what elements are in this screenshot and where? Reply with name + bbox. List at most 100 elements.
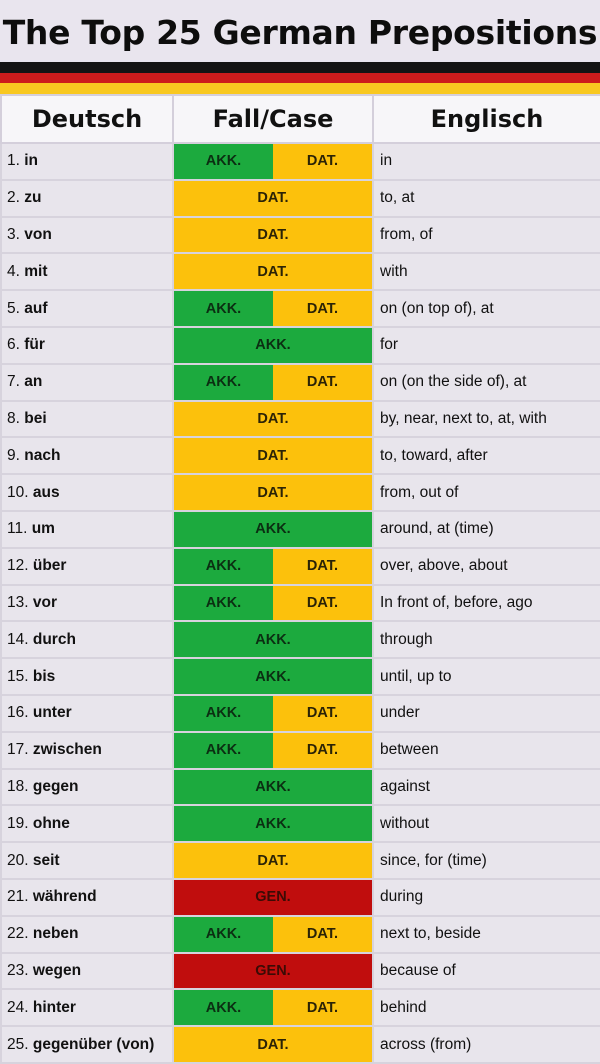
english-translation: from, out of bbox=[372, 473, 600, 512]
german-preposition-cell: 10. aus bbox=[0, 473, 174, 512]
english-translation: over, above, about bbox=[372, 546, 600, 586]
english-translation: behind bbox=[372, 988, 600, 1028]
english-translation: In front of, before, ago bbox=[372, 583, 600, 623]
flag-stripe-red bbox=[0, 72, 600, 84]
table-row: 24. hinter AKK. DAT. behind bbox=[0, 988, 600, 1028]
english-translation: across (from) bbox=[372, 1025, 600, 1064]
german-word: bis bbox=[32, 667, 56, 685]
case-cell: AKK. DAT. bbox=[172, 289, 374, 328]
english-translation: because of bbox=[372, 951, 600, 991]
german-preposition-cell: 20. seit bbox=[0, 841, 174, 880]
page-title: The Top 25 German Prepositions bbox=[2, 13, 598, 52]
german-preposition-cell: 7. an bbox=[0, 362, 174, 402]
case-badge-dat: DAT. bbox=[273, 695, 372, 731]
case-cell: GEN. bbox=[172, 877, 374, 917]
german-preposition-cell: 6. für bbox=[0, 325, 174, 365]
case-cell: DAT. bbox=[172, 178, 374, 218]
case-badge-akk: AKK. bbox=[174, 511, 372, 547]
german-preposition-cell: 8. bei bbox=[0, 399, 174, 439]
case-badge-dat: DAT. bbox=[273, 916, 372, 952]
german-word: um bbox=[31, 520, 55, 538]
german-word: an bbox=[24, 373, 43, 391]
row-number: 14. bbox=[7, 630, 29, 648]
table-row: 23. wegen GEN. because of bbox=[0, 951, 600, 991]
german-word: gegen bbox=[32, 777, 79, 795]
german-word: neben bbox=[32, 925, 79, 943]
row-number: 12. bbox=[7, 557, 29, 575]
table-row: 14. durch AKK. through bbox=[0, 620, 600, 660]
german-word: von bbox=[24, 225, 52, 243]
german-word: durch bbox=[32, 630, 76, 648]
case-badge-akk: AKK. bbox=[174, 585, 273, 621]
flag-stripe-black bbox=[0, 62, 600, 73]
row-number: 10. bbox=[7, 483, 29, 501]
table-row: 10. aus DAT. from, out of bbox=[0, 473, 600, 512]
case-badge-dat: DAT. bbox=[273, 732, 372, 768]
german-word: auf bbox=[24, 299, 48, 317]
case-badge-dat: DAT. bbox=[174, 180, 372, 216]
table-row: 13. vor AKK. DAT. In front of, before, ago bbox=[0, 583, 600, 623]
german-word: vor bbox=[32, 593, 57, 611]
case-badge-akk: AKK. bbox=[174, 695, 273, 731]
german-preposition-cell: 23. wegen bbox=[0, 951, 174, 991]
german-word: ohne bbox=[32, 814, 70, 832]
german-preposition-cell: 12. über bbox=[0, 546, 174, 586]
case-badge-akk: AKK. bbox=[174, 144, 273, 179]
table-row: 15. bis AKK. until, up to bbox=[0, 657, 600, 696]
german-preposition-cell: 2. zu bbox=[0, 178, 174, 218]
case-badge-dat: DAT. bbox=[273, 990, 372, 1026]
german-word: aus bbox=[32, 483, 60, 501]
english-translation: around, at (time) bbox=[372, 509, 600, 549]
german-word: zwischen bbox=[32, 741, 102, 759]
table-row: 17. zwischen AKK. DAT. between bbox=[0, 730, 600, 770]
row-number: 8. bbox=[7, 409, 20, 427]
german-word: zu bbox=[24, 189, 42, 207]
case-cell: AKK. DAT. bbox=[172, 914, 374, 954]
row-number: 6. bbox=[7, 336, 20, 354]
german-preposition-cell: 5. auf bbox=[0, 289, 174, 328]
table-row: 8. bei DAT. by, near, next to, at, with bbox=[0, 399, 600, 439]
case-cell: DAT. bbox=[172, 841, 374, 880]
german-preposition-cell: 4. mit bbox=[0, 252, 174, 292]
prepositions-table: Deutsch Fall/Case Englisch 1. in AKK. DAT.… bbox=[0, 94, 600, 1064]
case-cell: AKK. DAT. bbox=[172, 988, 374, 1028]
case-badge-akk: AKK. bbox=[174, 990, 273, 1026]
table-row: 7. an AKK. DAT. on (on the side of), at bbox=[0, 362, 600, 402]
case-badge-dat: DAT. bbox=[174, 843, 372, 878]
case-cell: DAT. bbox=[172, 436, 374, 476]
german-word: mit bbox=[24, 262, 48, 280]
case-badge-akk: AKK. bbox=[174, 732, 273, 768]
case-badge-akk: AKK. bbox=[174, 806, 372, 842]
case-cell: DAT. bbox=[172, 1025, 374, 1064]
case-cell: AKK. bbox=[172, 509, 374, 549]
row-number: 13. bbox=[7, 593, 29, 611]
header-deutsch: Deutsch bbox=[0, 94, 174, 144]
header-fall-case: Fall/Case bbox=[172, 94, 374, 144]
german-word: gegenüber (von) bbox=[32, 1035, 155, 1053]
german-preposition-cell: 18. gegen bbox=[0, 767, 174, 807]
case-badge-akk: AKK. bbox=[174, 769, 372, 805]
table-row: 5. auf AKK. DAT. on (on top of), at bbox=[0, 289, 600, 328]
case-cell: AKK. bbox=[172, 325, 374, 365]
table-row: 12. über AKK. DAT. over, above, about bbox=[0, 546, 600, 586]
table-header-row: Deutsch Fall/Case Englisch bbox=[0, 94, 600, 144]
german-word: bei bbox=[24, 409, 47, 427]
german-preposition-cell: 1. in bbox=[0, 142, 174, 181]
row-number: 17. bbox=[7, 741, 29, 759]
case-badge-gen: GEN. bbox=[174, 953, 372, 989]
german-preposition-cell: 16. unter bbox=[0, 693, 174, 733]
row-number: 16. bbox=[7, 704, 29, 722]
case-badge-akk: AKK. bbox=[174, 548, 273, 584]
case-badge-dat: DAT. bbox=[273, 144, 372, 179]
case-badge-dat: DAT. bbox=[174, 475, 372, 510]
case-badge-dat: DAT. bbox=[273, 364, 372, 400]
case-cell: DAT. bbox=[172, 252, 374, 292]
case-cell: AKK. DAT. bbox=[172, 546, 374, 586]
english-translation: on (on top of), at bbox=[372, 289, 600, 328]
table-row: 3. von DAT. from, of bbox=[0, 215, 600, 255]
german-word: in bbox=[24, 152, 39, 170]
german-preposition-cell: 9. nach bbox=[0, 436, 174, 476]
row-number: 5. bbox=[7, 299, 20, 317]
german-word: über bbox=[32, 557, 67, 575]
german-preposition-cell: 14. durch bbox=[0, 620, 174, 660]
